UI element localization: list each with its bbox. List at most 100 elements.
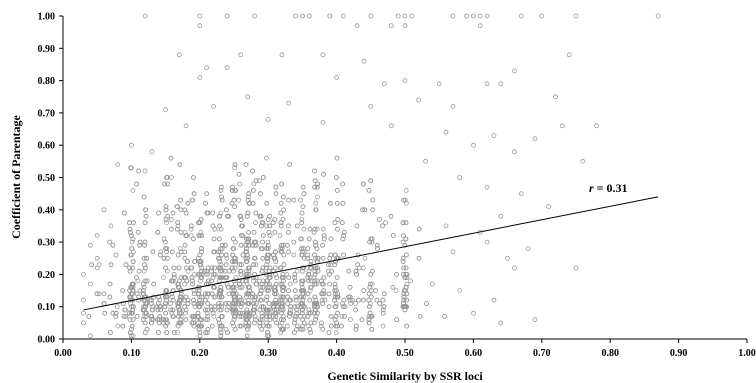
data-point: [184, 265, 189, 271]
data-point: [265, 333, 270, 339]
data-point: [300, 288, 306, 294]
data-point: [403, 252, 409, 258]
data-point: [237, 294, 242, 300]
data-point: [306, 268, 312, 274]
data-point: [245, 317, 251, 323]
data-point: [512, 149, 517, 155]
data-point: [232, 259, 238, 264]
data-point: [184, 233, 189, 239]
data-point: [580, 158, 586, 164]
data-point: [292, 271, 298, 277]
data-point: [301, 304, 307, 310]
data-point: [224, 65, 230, 71]
data-point: [347, 317, 353, 323]
data-point: [107, 239, 113, 245]
data-point: [265, 252, 271, 258]
data-point: [232, 265, 238, 271]
data-point: [205, 313, 211, 319]
data-point: [161, 255, 167, 261]
data-point: [218, 184, 224, 190]
data-point: [175, 220, 181, 226]
data-point: [101, 301, 107, 306]
data-point: [362, 207, 368, 213]
data-point: [197, 333, 203, 339]
data-point: [259, 268, 265, 274]
data-point: [127, 220, 132, 226]
data-point: [354, 271, 360, 277]
data-point: [272, 217, 278, 222]
data-point: [299, 236, 305, 242]
data-point: [163, 107, 169, 113]
data-point: [158, 307, 164, 313]
data-point: [238, 271, 244, 277]
data-point: [183, 123, 189, 129]
data-point: [144, 301, 150, 306]
data-point: [81, 320, 86, 326]
data-point: [259, 281, 265, 287]
x-tick-label: 0.80: [601, 348, 619, 359]
data-point: [178, 291, 184, 297]
data-point: [224, 307, 230, 313]
data-point: [244, 213, 250, 219]
data-point: [470, 310, 476, 316]
data-point: [171, 330, 177, 335]
data-point: [346, 268, 352, 274]
data-point: [263, 265, 269, 271]
data-point: [129, 310, 135, 316]
data-point: [205, 307, 210, 313]
data-point: [177, 162, 183, 168]
data-point: [197, 317, 203, 323]
data-point: [266, 323, 272, 329]
data-point: [373, 288, 379, 294]
data-point: [402, 78, 408, 83]
data-point: [306, 278, 312, 284]
data-point: [149, 307, 155, 313]
data-point: [197, 271, 203, 277]
data-point: [404, 323, 410, 329]
data-point: [236, 310, 242, 316]
data-point: [326, 262, 331, 268]
data-point: [96, 291, 102, 297]
data-point: [298, 326, 304, 332]
data-point: [291, 320, 297, 326]
data-point: [401, 265, 407, 271]
data-point: [130, 259, 136, 264]
data-point: [176, 284, 182, 290]
data-point: [339, 323, 345, 329]
data-point: [212, 226, 218, 232]
data-point: [141, 291, 147, 297]
data-point: [202, 297, 208, 303]
data-point: [127, 317, 133, 323]
data-point: [168, 307, 174, 313]
data-point: [127, 294, 133, 300]
data-point: [312, 268, 318, 274]
data-point: [265, 239, 271, 245]
data-point: [89, 262, 94, 268]
data-point: [208, 304, 214, 310]
data-point: [404, 271, 410, 277]
data-point: [404, 281, 410, 287]
data-point: [401, 297, 407, 303]
data-point: [127, 226, 133, 232]
data-point: [260, 233, 266, 239]
data-point: [273, 281, 279, 287]
data-point: [251, 229, 257, 235]
data-point: [353, 307, 359, 313]
data-point: [123, 262, 129, 268]
data-point: [224, 13, 230, 19]
data-point: [264, 278, 270, 284]
data-point: [477, 13, 483, 19]
data-point: [177, 310, 183, 316]
data-point: [155, 330, 161, 335]
data-point: [115, 323, 121, 329]
data-point: [450, 249, 456, 255]
data-point: [532, 317, 538, 323]
data-point: [222, 268, 228, 274]
data-point: [209, 307, 215, 313]
data-point: [424, 301, 429, 306]
data-point: [484, 239, 490, 245]
data-point: [272, 249, 278, 255]
data-point: [243, 249, 249, 255]
data-point: [273, 310, 279, 316]
data-point: [209, 278, 214, 284]
